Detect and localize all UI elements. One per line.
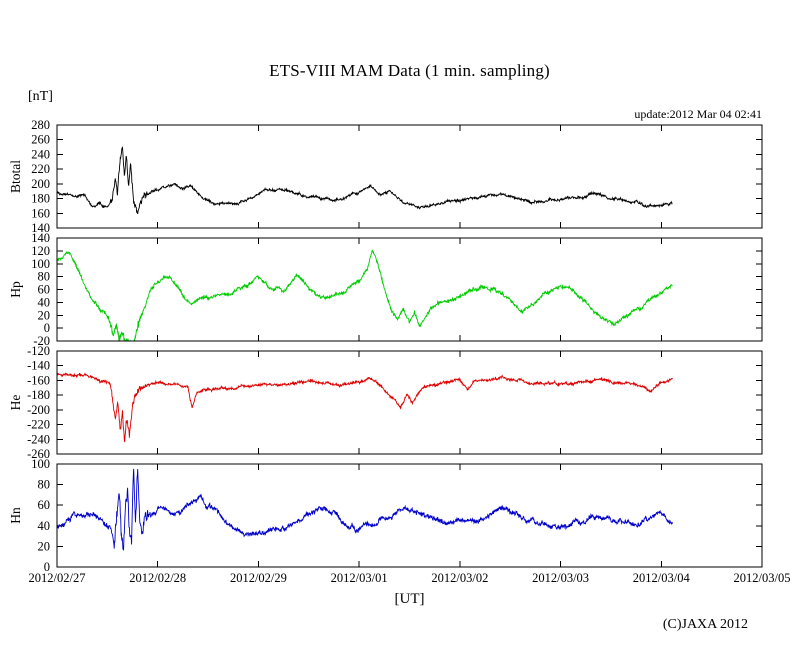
y-tick-label: 180 (31, 192, 50, 206)
btotal-series-line (57, 146, 673, 215)
x-tick-label: 2012/03/04 (633, 571, 691, 585)
y-tick-label: 140 (31, 221, 50, 235)
y-tick-label: 60 (38, 498, 51, 512)
y-tick-label: 40 (38, 295, 51, 309)
y-tick-label: 140 (31, 231, 50, 245)
hp-series-line (57, 249, 673, 341)
panel-border (56, 463, 763, 568)
panel-border (56, 237, 763, 342)
y-tick-label: 120 (31, 244, 50, 258)
y-tick-label: 0 (44, 560, 50, 574)
update-timestamp: update:2012 Mar 04 02:41 (634, 107, 762, 121)
y-tick-label: 40 (38, 519, 51, 533)
panel-axis-title: Btotal (8, 160, 23, 193)
y-tick-label: 160 (31, 206, 50, 220)
y-tick-label: 20 (38, 308, 51, 322)
x-tick-label: 2012/03/05 (734, 571, 791, 585)
y-tick-label: -180 (27, 388, 50, 402)
x-tick-label: 2012/03/01 (331, 571, 388, 585)
y-tick-label: 260 (31, 133, 50, 147)
panel-border (56, 350, 763, 455)
y-tick-label: -140 (27, 359, 50, 373)
copyright-label: (C)JAXA 2012 (662, 617, 748, 632)
y-tick-label: 80 (38, 478, 51, 492)
y-tick-label: 100 (31, 457, 50, 471)
x-tick-label: 2012/02/27 (29, 571, 86, 585)
hn-series-line (57, 468, 673, 551)
y-tick-label: -120 (27, 344, 50, 358)
y-tick-label: -20 (33, 334, 50, 348)
he-series-line (57, 372, 673, 443)
panel-he: -260-240-220-200-180-160-140-120 He (8, 344, 763, 461)
y-tick-label: -240 (27, 432, 50, 446)
page-title: ETS-VIII MAM Data (1 min. sampling) (269, 61, 550, 80)
x-tick-label: 2012/02/28 (129, 571, 186, 585)
y-unit-label: [nT] (28, 89, 53, 104)
panel-axis-title: He (8, 395, 23, 411)
y-tick-label: 0 (44, 321, 50, 335)
y-tick-label: -200 (27, 403, 50, 417)
panel-axis-title: Hn (8, 507, 23, 524)
x-axis-tick-labels: 2012/02/27 2012/02/28 2012/02/29 2012/03/01… (29, 571, 791, 585)
x-axis-label: [UT] (394, 591, 425, 607)
panel-border (56, 124, 763, 229)
panel-axis-title: Hp (8, 281, 23, 298)
y-tick-label: -160 (27, 373, 50, 387)
x-tick-label: 2012/03/03 (532, 571, 589, 585)
y-tick-label: 200 (31, 177, 50, 191)
y-tick-label: -220 (27, 418, 50, 432)
x-tick-label: 2012/02/29 (230, 571, 287, 585)
panel-hn: 0 20 40 60 80 100 Hn (8, 457, 763, 574)
y-tick-label: 220 (31, 162, 50, 176)
y-tick-label: 60 (38, 283, 51, 297)
x-tick-label: 2012/03/02 (431, 571, 488, 585)
y-tick-label: 20 (38, 539, 51, 553)
y-tick-label: -260 (27, 447, 50, 461)
y-tick-label: 280 (31, 118, 50, 132)
y-tick-label: 80 (38, 270, 51, 284)
y-tick-label: 100 (31, 257, 50, 271)
y-tick-label: 240 (31, 147, 50, 161)
